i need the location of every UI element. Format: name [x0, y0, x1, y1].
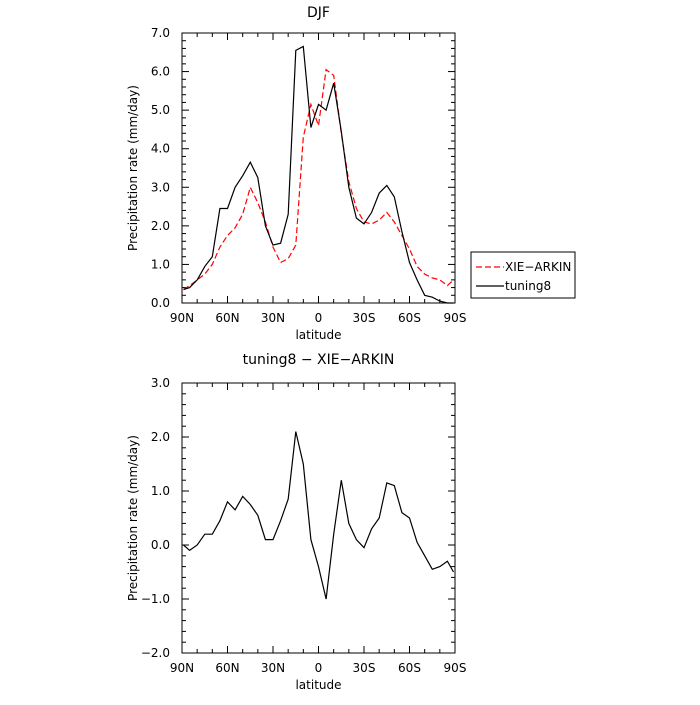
x-tick-label: 60S: [398, 661, 421, 675]
legend-label: tuning8: [505, 279, 551, 293]
y-tick-label: 0.0: [151, 538, 170, 552]
y-tick-label: 4.0: [151, 142, 170, 156]
y-tick-label: 6.0: [151, 65, 170, 79]
x-tick-label: 60S: [398, 311, 421, 325]
plot-frame: [181, 32, 456, 304]
plot-frame: [181, 382, 456, 654]
series-line-tuning8: [183, 45, 454, 304]
x-tick-label: 0: [315, 661, 323, 675]
y-tick-label: −1.0: [141, 592, 170, 606]
x-tick-label: 0: [315, 311, 323, 325]
x-axis-label: latitude: [295, 678, 341, 692]
x-tick-label: 30S: [353, 311, 376, 325]
chart-title: DJF: [307, 5, 330, 21]
x-tick-label: 90N: [170, 661, 194, 675]
bottom-panel-difference: tuning8 − XIE−ARKIN 90N 60N 30N 0 30S 60S 90S la…: [126, 352, 466, 692]
top-panel-djf: DJF 90N 60N 30N 0 30S 60S 90S latitude 0.0 1.0 2.0 3…: [126, 5, 466, 342]
x-tick-label: 30N: [261, 311, 285, 325]
y-tick-label: 5.0: [151, 103, 170, 117]
series-line-difference: [183, 431, 455, 600]
y-tick-label: 2.0: [151, 219, 170, 233]
y-tick-label: 1.0: [151, 484, 170, 498]
x-tick-label: 90S: [444, 311, 467, 325]
chart-title: tuning8 − XIE−ARKIN: [243, 352, 395, 368]
y-tick-label: 3.0: [151, 376, 170, 390]
series-line-xie-arkin: [183, 68, 454, 291]
legend-box: [470, 251, 576, 299]
y-tick-label: 3.0: [151, 180, 170, 194]
y-tick-label: 1.0: [151, 257, 170, 271]
x-tick-label: 90S: [444, 661, 467, 675]
y-tick-label: 0.0: [151, 296, 170, 310]
y-axis-label: Precipitation rate (mm/day): [126, 435, 140, 601]
x-tick-label: 30S: [353, 661, 376, 675]
y-axis-label: Precipitation rate (mm/day): [126, 85, 140, 251]
x-tick-label: 30N: [261, 661, 285, 675]
legend: XIE−ARKIN tuning8: [470, 251, 576, 299]
x-tick-label: 90N: [170, 311, 194, 325]
legend-label: XIE−ARKIN: [505, 260, 571, 274]
y-tick-label: 7.0: [151, 26, 170, 40]
y-tick-label: −2.0: [141, 646, 170, 660]
y-tick-label: 2.0: [151, 430, 170, 444]
x-tick-label: 60N: [215, 661, 239, 675]
x-tick-label: 60N: [215, 311, 239, 325]
x-axis-label: latitude: [295, 328, 341, 342]
